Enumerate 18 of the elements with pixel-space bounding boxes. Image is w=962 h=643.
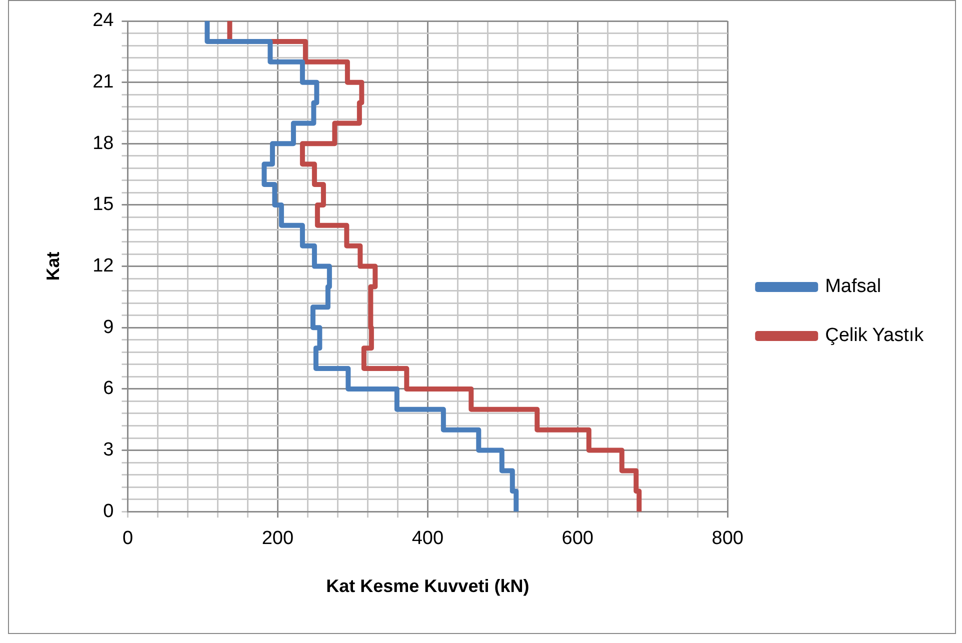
legend-label: Mafsal bbox=[825, 276, 882, 298]
y-tick-label: 9 bbox=[103, 316, 114, 338]
y-tick-label: 18 bbox=[92, 132, 114, 154]
y-tick-label: 12 bbox=[92, 256, 114, 277]
y-tick-label: 21 bbox=[92, 72, 114, 93]
y-tick-label: 24 bbox=[92, 10, 114, 32]
y-tick-label: 6 bbox=[103, 378, 114, 400]
x-tick-label: 200 bbox=[262, 528, 294, 550]
x-tick-label: 600 bbox=[562, 528, 594, 550]
x-tick-label: 400 bbox=[412, 528, 444, 550]
legend-label: Çelik Yastık bbox=[825, 325, 924, 346]
y-tick-label: 15 bbox=[92, 194, 114, 216]
y-axis-title: Kat bbox=[42, 252, 63, 281]
x-tick-label: 0 bbox=[122, 528, 134, 550]
y-tick-label: 3 bbox=[103, 440, 114, 461]
x-axis-title: Kat Kesme Kuvveti (kN) bbox=[326, 576, 530, 596]
y-tick-label: 0 bbox=[103, 500, 114, 522]
x-tick-label: 800 bbox=[712, 528, 744, 550]
